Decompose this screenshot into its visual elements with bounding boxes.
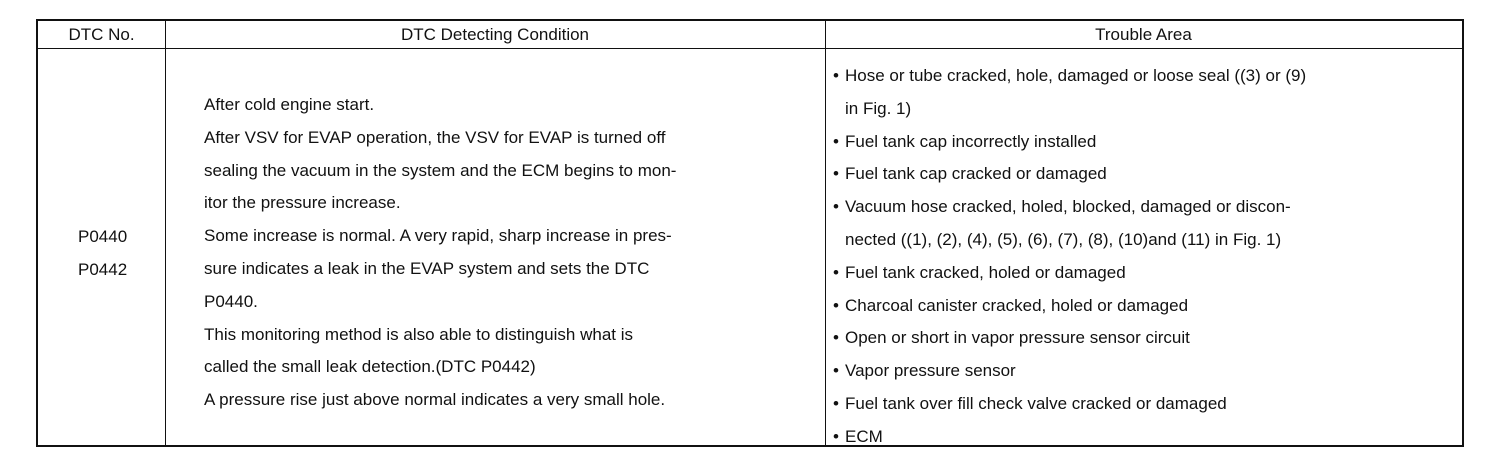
condition-line: called the small leak detection.(DTC P04…: [204, 357, 536, 377]
dtc-code: P0440: [78, 227, 128, 246]
dtc-code: P0442: [78, 259, 128, 279]
condition-line: Some increase is normal. A very rapid, s…: [204, 226, 672, 246]
condition-line: sure indicates a leak in the EVAP system…: [204, 259, 650, 278]
condition-line: This monitoring method is also able to d…: [204, 324, 633, 344]
header-cell: Trouble Area: [1095, 25, 1192, 44]
condition-line: sealing the vacuum in the system and the…: [204, 160, 677, 180]
condition-line: A pressure rise just above normal indica…: [204, 390, 666, 410]
trouble-line: Fuel tank cracked, holed or damaged: [833, 263, 1126, 283]
table: DTC No. DTC Detecting Condition Trouble …: [36, 19, 1464, 447]
condition-line: itor the pressure increase.: [204, 193, 401, 213]
column-divider: [165, 21, 166, 445]
trouble-line: Charcoal canister cracked, holed or dama…: [833, 296, 1188, 316]
header-divider: [38, 48, 1462, 49]
column-divider: [825, 21, 826, 445]
trouble-line: nected ((1), (2), (4), (5), (6), (7), (8…: [845, 230, 1282, 249]
condition-line: After cold engine start.: [204, 95, 375, 114]
trouble-line: Open or short in vapor pressure sensor c…: [833, 328, 1190, 348]
trouble-line: Fuel tank cap cracked or damaged: [833, 164, 1107, 184]
trouble-line: Vacuum hose cracked, holed, blocked, dam…: [833, 197, 1291, 217]
trouble-line: Fuel tank cap incorrectly installed: [833, 132, 1096, 152]
header-cell: DTC Detecting Condition: [400, 25, 590, 44]
trouble-line: Hose or tube cracked, hole, damaged or l…: [833, 66, 1306, 86]
header-cell: DTC No.: [68, 25, 135, 44]
trouble-line: ECM: [833, 427, 883, 447]
trouble-line: in Fig. 1): [845, 98, 912, 118]
trouble-line: Fuel tank over fill check valve cracked …: [833, 394, 1227, 414]
condition-line: P0440.: [204, 291, 258, 311]
condition-line: After VSV for EVAP operation, the VSV fo…: [204, 127, 666, 147]
trouble-line: Vapor pressure sensor: [833, 361, 1016, 381]
